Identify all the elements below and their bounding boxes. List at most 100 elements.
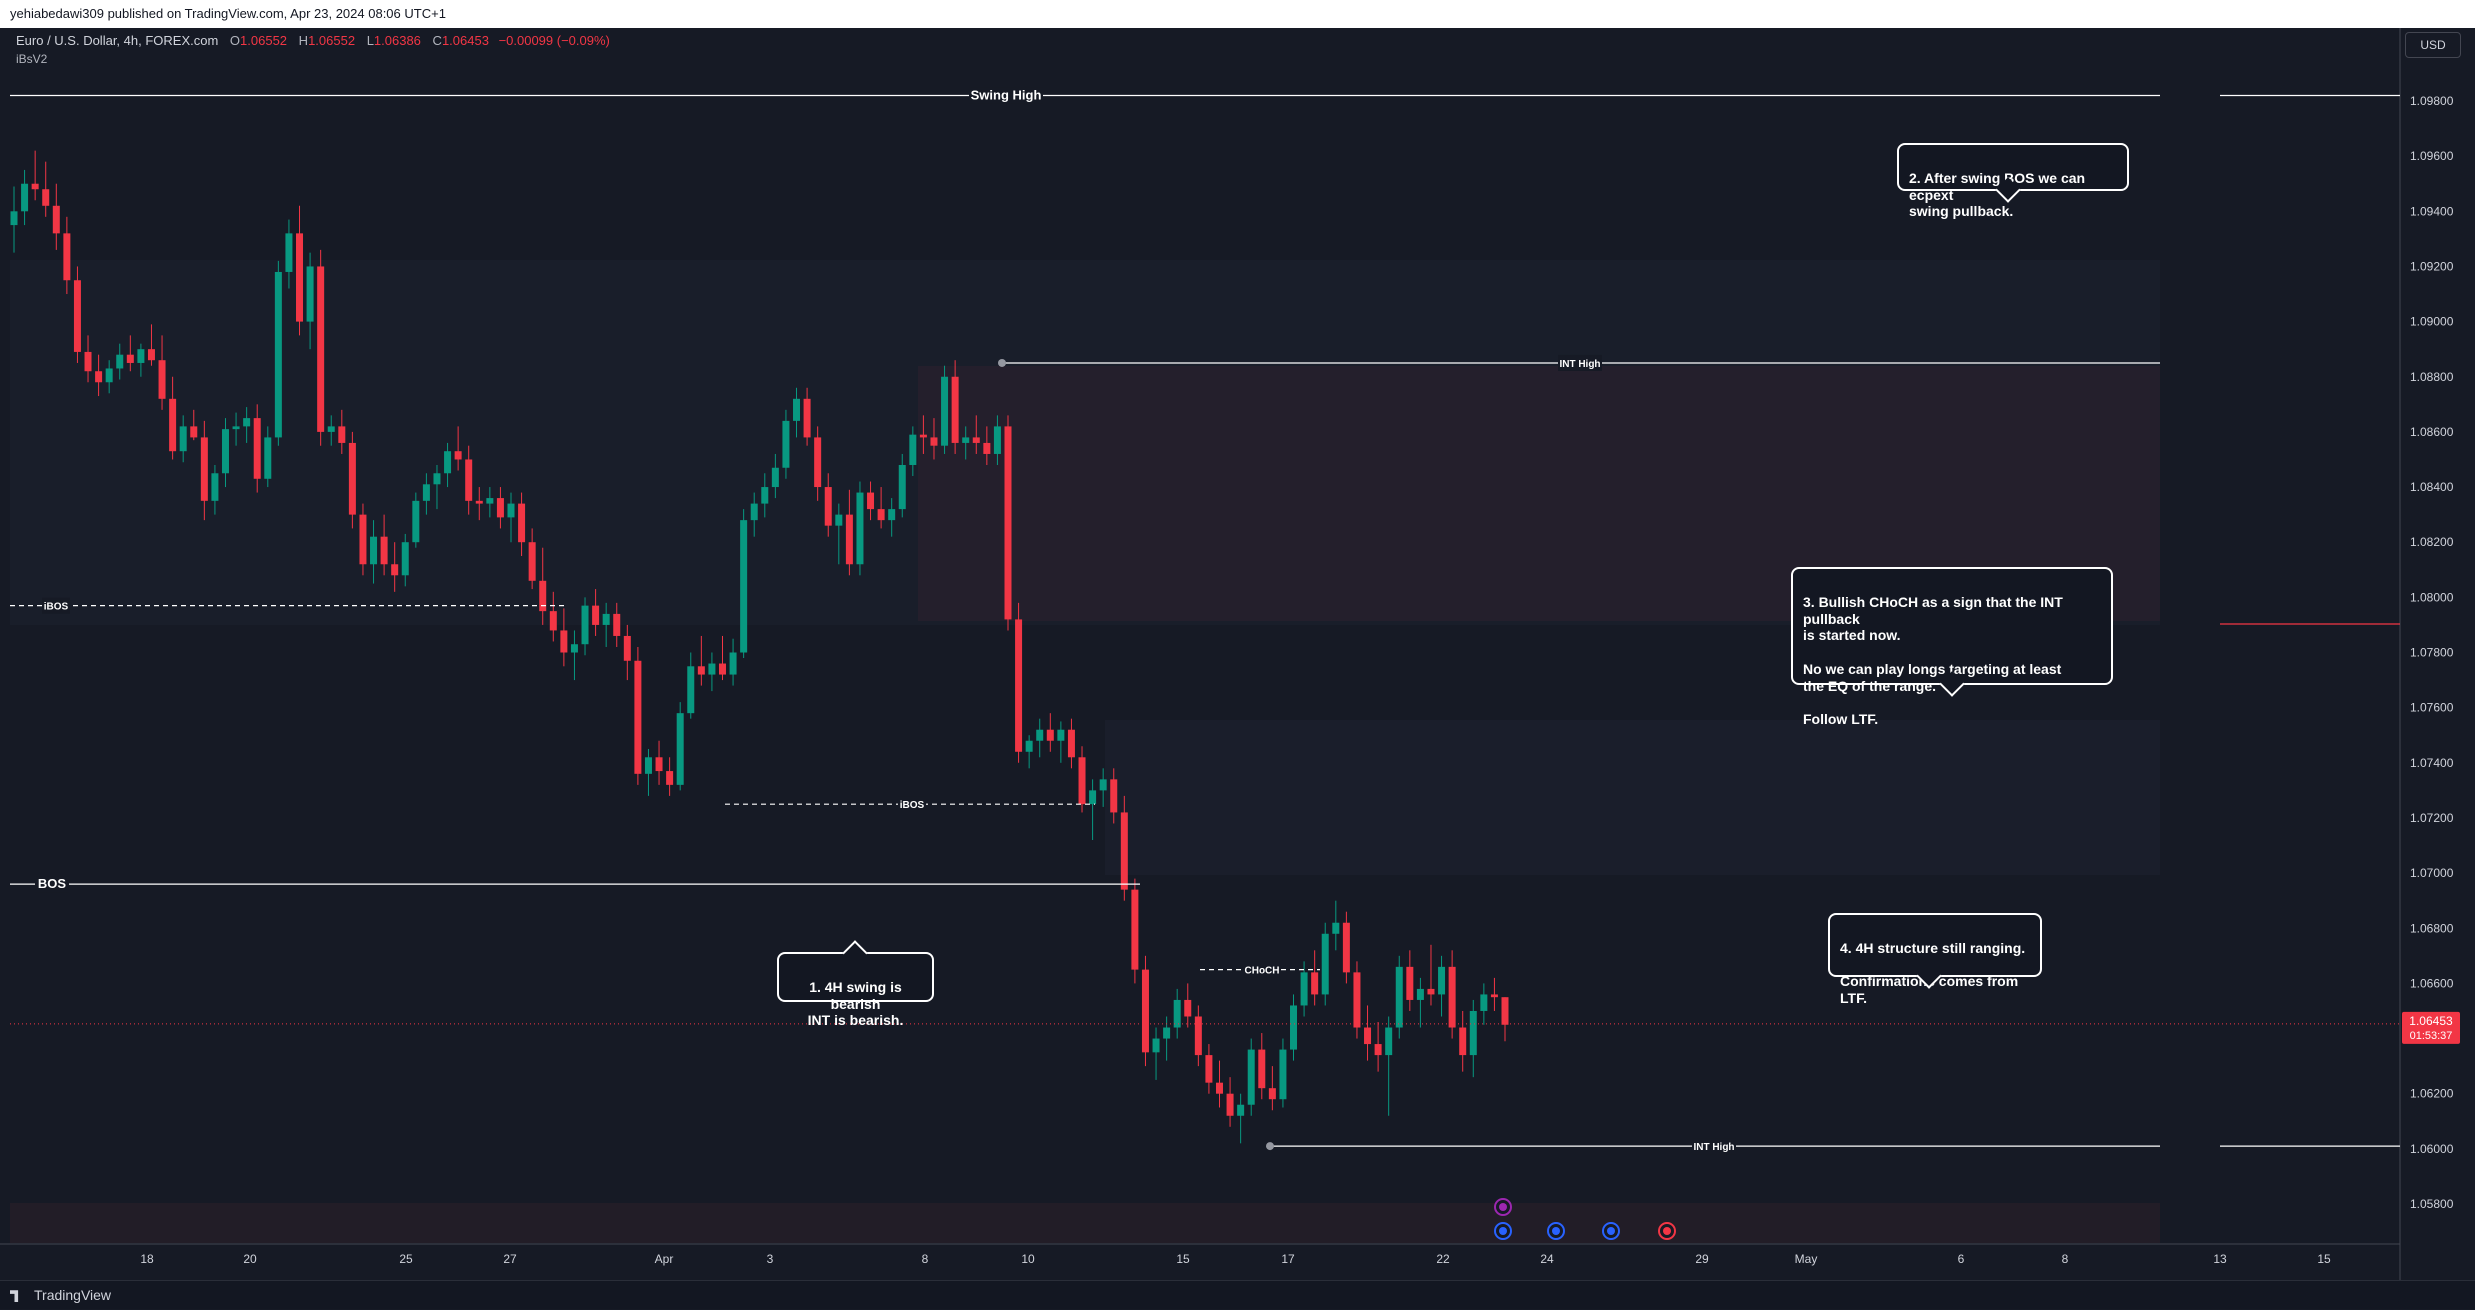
- candle[interactable]: [824, 473, 832, 537]
- candle[interactable]: [412, 492, 420, 548]
- candle[interactable]: [1490, 977, 1498, 1011]
- candle[interactable]: [370, 520, 378, 584]
- candle[interactable]: [592, 589, 600, 636]
- candle[interactable]: [126, 335, 134, 372]
- candle[interactable]: [1067, 718, 1075, 769]
- candle[interactable]: [274, 260, 282, 446]
- candle[interactable]: [359, 503, 367, 576]
- candle[interactable]: [623, 624, 631, 681]
- candle[interactable]: [676, 702, 684, 791]
- candle[interactable]: [602, 602, 610, 647]
- candle[interactable]: [1226, 1077, 1234, 1127]
- candle[interactable]: [1194, 1005, 1202, 1067]
- candle[interactable]: [95, 354, 103, 397]
- candle[interactable]: [867, 481, 875, 521]
- candle[interactable]: [1163, 1016, 1171, 1061]
- candle[interactable]: [518, 492, 526, 556]
- candle[interactable]: [1469, 999, 1477, 1078]
- candle[interactable]: [63, 216, 71, 295]
- candle[interactable]: [1279, 1038, 1287, 1108]
- candle[interactable]: [951, 360, 959, 454]
- candle[interactable]: [1078, 746, 1086, 813]
- candle[interactable]: [232, 412, 240, 446]
- candle[interactable]: [856, 481, 864, 576]
- candle[interactable]: [983, 426, 991, 465]
- candle[interactable]: [105, 360, 113, 394]
- candle[interactable]: [1416, 977, 1424, 1028]
- candle[interactable]: [1311, 950, 1319, 1006]
- candle[interactable]: [475, 487, 483, 521]
- candle[interactable]: [391, 542, 399, 592]
- current-price-tag[interactable]: 1.06453 01:53:37: [2402, 1011, 2460, 1044]
- candle[interactable]: [1459, 1010, 1467, 1072]
- candle[interactable]: [771, 453, 779, 499]
- candle[interactable]: [782, 409, 790, 479]
- candle[interactable]: [42, 161, 50, 217]
- currency-button[interactable]: USD: [2405, 32, 2461, 58]
- candle[interactable]: [1268, 1066, 1276, 1111]
- candle[interactable]: [803, 387, 811, 446]
- symbol-name[interactable]: Euro / U.S. Dollar, 4h, FOREX.com: [16, 33, 219, 48]
- lightning-icon[interactable]: [1494, 1198, 1512, 1216]
- candle[interactable]: [666, 757, 674, 796]
- candle[interactable]: [898, 453, 906, 518]
- candle[interactable]: [327, 415, 335, 446]
- candle[interactable]: [687, 652, 695, 719]
- price-chart[interactable]: 1.058001.060001.062001.064001.066001.068…: [0, 28, 2475, 1280]
- candle[interactable]: [750, 492, 758, 537]
- indicator-name[interactable]: iBsV2: [16, 52, 48, 66]
- candle[interactable]: [243, 407, 251, 443]
- int-high-low-line[interactable]: INT High: [1266, 1138, 2160, 1155]
- candle[interactable]: [909, 426, 917, 477]
- candle[interactable]: [422, 473, 430, 515]
- candle[interactable]: [1173, 988, 1181, 1039]
- tradingview-logo-icon[interactable]: [10, 1290, 19, 1303]
- candle[interactable]: [1321, 922, 1329, 1006]
- candle[interactable]: [1332, 900, 1340, 951]
- candle[interactable]: [993, 415, 1001, 465]
- candle[interactable]: [401, 533, 409, 587]
- candle[interactable]: [560, 608, 568, 667]
- candle[interactable]: [1448, 950, 1456, 1039]
- candle[interactable]: [570, 630, 578, 681]
- candle[interactable]: [539, 547, 547, 625]
- candle[interactable]: [444, 442, 452, 488]
- candle[interactable]: [200, 420, 208, 521]
- candle[interactable]: [718, 635, 726, 681]
- bos-line[interactable]: BOS: [10, 876, 1140, 893]
- candle[interactable]: [317, 249, 325, 446]
- candle[interactable]: [1247, 1038, 1255, 1116]
- candle[interactable]: [1501, 997, 1509, 1042]
- flag-icon[interactable]: [1658, 1222, 1676, 1240]
- candle[interactable]: [84, 335, 92, 383]
- candle[interactable]: [221, 418, 229, 488]
- candle[interactable]: [496, 487, 504, 529]
- candle[interactable]: [137, 343, 145, 377]
- candle[interactable]: [1258, 1033, 1266, 1100]
- candle[interactable]: [581, 597, 589, 656]
- candle[interactable]: [1205, 1044, 1213, 1094]
- candle[interactable]: [919, 415, 927, 454]
- event-icon[interactable]: [1547, 1222, 1565, 1240]
- candle[interactable]: [1015, 602, 1023, 763]
- candle[interactable]: [845, 489, 853, 576]
- candle[interactable]: [1110, 768, 1118, 824]
- candle[interactable]: [507, 492, 515, 543]
- candle[interactable]: [1395, 955, 1403, 1039]
- candle[interactable]: [1131, 878, 1139, 984]
- candle[interactable]: [549, 591, 557, 642]
- candle[interactable]: [1342, 911, 1350, 984]
- candle[interactable]: [1353, 961, 1361, 1039]
- candle[interactable]: [708, 652, 716, 692]
- candle[interactable]: [835, 503, 843, 565]
- candle[interactable]: [1099, 768, 1107, 807]
- choch-line[interactable]: CHoCH: [1200, 961, 1320, 978]
- candle[interactable]: [1290, 994, 1298, 1061]
- candle[interactable]: [729, 638, 737, 686]
- ibos-line-right[interactable]: iBOS: [725, 796, 1095, 813]
- candle[interactable]: [1046, 713, 1054, 752]
- candle[interactable]: [528, 528, 536, 590]
- candle[interactable]: [1237, 1093, 1245, 1144]
- candle[interactable]: [1089, 779, 1097, 841]
- candle[interactable]: [1300, 961, 1308, 1017]
